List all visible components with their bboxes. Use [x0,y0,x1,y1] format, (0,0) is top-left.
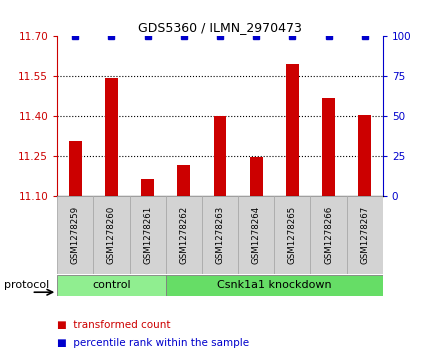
Text: GSM1278264: GSM1278264 [252,205,260,264]
Text: GSM1278263: GSM1278263 [216,205,224,264]
Bar [93,196,129,274]
Text: GSM1278260: GSM1278260 [107,205,116,264]
Bar [322,98,335,196]
Bar [141,179,154,196]
Bar [57,196,93,274]
Bar [129,196,166,274]
Text: GSM1278262: GSM1278262 [180,205,188,264]
Bar [166,196,202,274]
Text: control: control [92,280,131,290]
Bar [57,275,166,296]
Bar [69,142,82,196]
Bar [238,196,274,274]
Text: ■  transformed count: ■ transformed count [57,320,171,330]
Text: GSM1278265: GSM1278265 [288,205,297,264]
Bar [286,64,299,196]
Bar [177,166,190,196]
Bar [274,196,311,274]
Bar [202,196,238,274]
Bar [311,196,347,274]
Text: GSM1278266: GSM1278266 [324,205,333,264]
Text: GSM1278261: GSM1278261 [143,205,152,264]
Bar [250,158,263,196]
Bar [166,275,383,296]
Bar [105,78,118,196]
Bar [347,196,383,274]
Title: GDS5360 / ILMN_2970473: GDS5360 / ILMN_2970473 [138,21,302,34]
Text: GSM1278259: GSM1278259 [71,205,80,264]
Text: Csnk1a1 knockdown: Csnk1a1 knockdown [217,280,332,290]
Text: ■  percentile rank within the sample: ■ percentile rank within the sample [57,338,249,348]
Text: protocol: protocol [4,280,50,290]
Bar [214,116,226,196]
Text: GSM1278267: GSM1278267 [360,205,369,264]
Bar [359,115,371,196]
